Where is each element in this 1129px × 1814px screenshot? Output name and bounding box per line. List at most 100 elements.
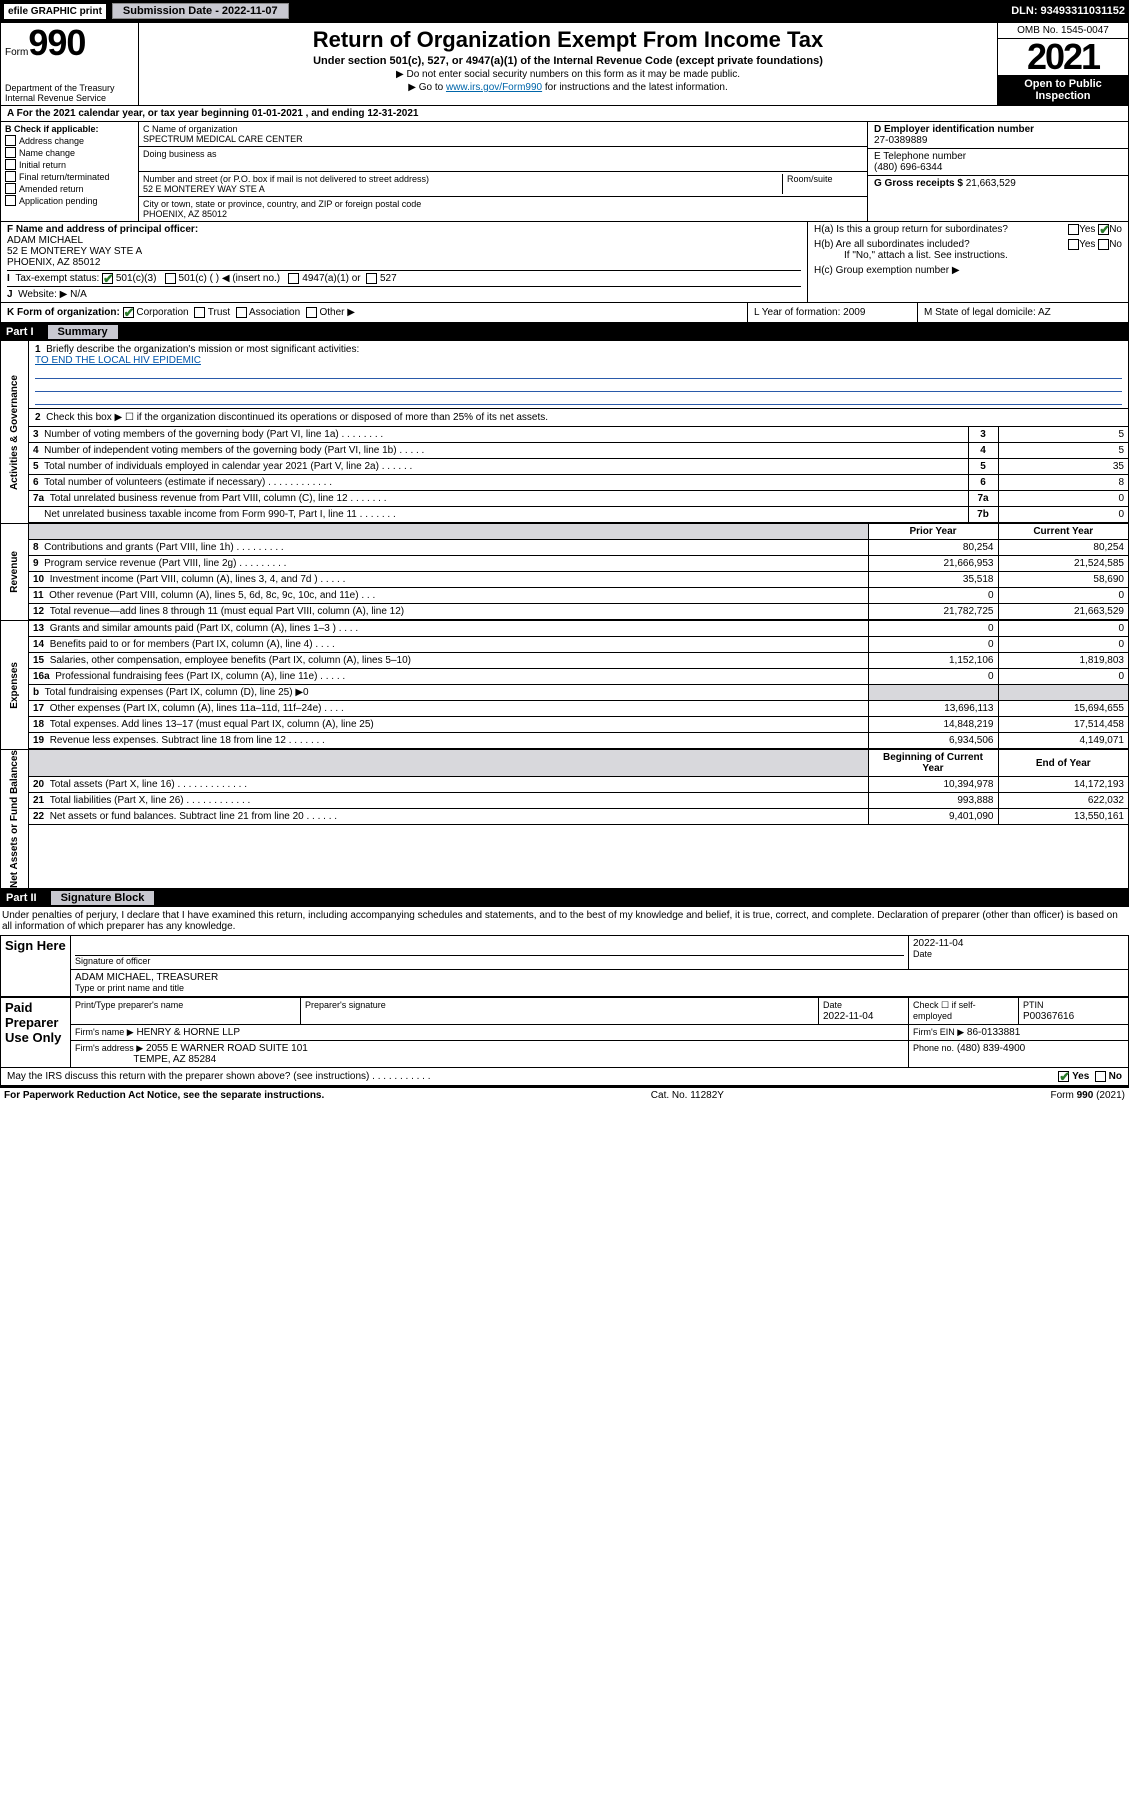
vtab-net-text: Net Assets or Fund Balances [9, 750, 20, 888]
t: Contributions and grants (Part VIII, lin… [44, 542, 284, 553]
lbl-name-change: Name change [19, 148, 75, 158]
c: 58,690 [998, 572, 1128, 588]
chk-assoc[interactable] [236, 307, 247, 318]
p: 0 [868, 588, 998, 604]
top-bar: efile GRAPHIC print Submission Date - 20… [0, 0, 1129, 22]
lbl-initial-return: Initial return [19, 160, 66, 170]
table-row: 7a Total unrelated business revenue from… [29, 491, 1128, 507]
pp-check-label: Check ☐ if self-employed [913, 1000, 976, 1021]
chk-other[interactable] [306, 307, 317, 318]
col-b-checkboxes: B Check if applicable: Address change Na… [1, 122, 139, 221]
chk-hb-no[interactable] [1098, 239, 1109, 250]
table-row: 3 Number of voting members of the govern… [29, 427, 1128, 443]
lbl-address-change: Address change [19, 136, 84, 146]
chk-name-change[interactable] [5, 147, 16, 158]
cell-k: K Form of organization: Corporation Trus… [1, 303, 748, 322]
rn: 4 [968, 443, 998, 459]
gross-value: 21,663,529 [966, 178, 1016, 189]
street-label: Number and street (or P.O. box if mail i… [143, 174, 778, 184]
rn: 6 [968, 475, 998, 491]
ptin-value: P00367616 [1023, 1011, 1074, 1022]
n: 21 [33, 795, 44, 806]
instructions-link[interactable]: www.irs.gov/Form990 [446, 82, 542, 93]
chk-corp[interactable] [123, 307, 134, 318]
t: Investment income (Part VIII, column (A)… [50, 574, 346, 585]
pp-date-label: Date [823, 1000, 842, 1010]
table-row: 9 Program service revenue (Part VIII, li… [29, 556, 1128, 572]
table-row: 17 Other expenses (Part IX, column (A), … [29, 701, 1128, 717]
chk-irs-yes[interactable] [1058, 1071, 1069, 1082]
n: 17 [33, 703, 44, 714]
p: 1,152,106 [868, 653, 998, 669]
p: 35,518 [868, 572, 998, 588]
form-word: Form [5, 47, 28, 58]
firm-addr2: TEMPE, AZ 85284 [133, 1054, 216, 1065]
lbl-501c: 501(c) ( ) ◀ (insert no.) [179, 273, 281, 284]
sign-here-table: Sign Here Signature of officer 2022-11-0… [0, 935, 1129, 997]
header-mid: Return of Organization Exempt From Incom… [139, 23, 998, 105]
chk-trust[interactable] [194, 307, 205, 318]
chk-ha-no[interactable] [1098, 224, 1109, 235]
table-row: 11 Other revenue (Part VIII, column (A),… [29, 588, 1128, 604]
mission-text[interactable]: TO END THE LOCAL HIV EPIDEMIC [35, 355, 201, 366]
v: 5 [998, 443, 1128, 459]
section-revenue: Revenue Prior YearCurrent Year 8 Contrib… [0, 524, 1129, 621]
chk-501c[interactable] [165, 273, 176, 284]
t: Other expenses (Part IX, column (A), lin… [50, 703, 344, 714]
chk-4947[interactable] [288, 273, 299, 284]
v: 35 [998, 459, 1128, 475]
section-expenses: Expenses 13 Grants and similar amounts p… [0, 621, 1129, 750]
chk-hb-yes[interactable] [1068, 239, 1079, 250]
table-row: 5 Total number of individuals employed i… [29, 459, 1128, 475]
p: 993,888 [868, 793, 998, 809]
chk-527[interactable] [366, 273, 377, 284]
p [868, 685, 998, 701]
chk-ha-yes[interactable] [1068, 224, 1079, 235]
t: Total number of volunteers (estimate if … [44, 477, 332, 488]
t: Revenue less expenses. Subtract line 18 … [50, 735, 325, 746]
chk-app-pending[interactable] [5, 195, 16, 206]
n: 7a [33, 493, 44, 504]
form-subtitle: Under section 501(c), 527, or 4947(a)(1)… [145, 55, 991, 67]
firm-addr-label: Firm's address ▶ [75, 1043, 143, 1053]
lbl-other: Other ▶ [319, 307, 354, 318]
org-name: SPECTRUM MEDICAL CARE CENTER [143, 134, 863, 144]
ha-yes: Yes [1079, 224, 1095, 235]
p: 0 [868, 637, 998, 653]
p: 10,394,978 [868, 777, 998, 793]
col-c-org-info: C Name of organization SPECTRUM MEDICAL … [139, 122, 868, 221]
form-header: Form990 Department of the Treasury Inter… [0, 22, 1129, 106]
hb-label: H(b) Are all subordinates included? [814, 239, 970, 250]
lbl-app-pending: Application pending [19, 196, 98, 206]
chk-address-change[interactable] [5, 135, 16, 146]
hdr-end: End of Year [998, 750, 1128, 777]
lbl-4947: 4947(a)(1) or [302, 273, 360, 284]
vtab-exp-text: Expenses [9, 662, 20, 709]
chk-irs-no[interactable] [1095, 1071, 1106, 1082]
table-row: 21 Total liabilities (Part X, line 26) .… [29, 793, 1128, 809]
n: 19 [33, 735, 44, 746]
may-irs-row: May the IRS discuss this return with the… [0, 1068, 1129, 1086]
chk-initial-return[interactable] [5, 159, 16, 170]
table-row: 15 Salaries, other compensation, employe… [29, 653, 1128, 669]
part-1-label: Part I [6, 326, 34, 338]
chk-amended[interactable] [5, 183, 16, 194]
gross-label: G Gross receipts $ [874, 178, 963, 189]
section-net-assets: Net Assets or Fund Balances Beginning of… [0, 750, 1129, 889]
c: 0 [998, 621, 1128, 637]
c: 21,524,585 [998, 556, 1128, 572]
c: 0 [998, 669, 1128, 685]
part-2-header: Part II Signature Block [0, 889, 1129, 907]
t: Net unrelated business taxable income fr… [44, 509, 396, 520]
hc-label: H(c) Group exemption number ▶ [814, 265, 1122, 276]
form-number: 990 [28, 22, 85, 63]
chk-final-return[interactable] [5, 171, 16, 182]
chk-501c3[interactable] [102, 273, 113, 284]
firm-name-label: Firm's name ▶ [75, 1027, 134, 1037]
efile-label: efile GRAPHIC print [4, 4, 106, 19]
c: 21,663,529 [998, 604, 1128, 620]
firm-name: HENRY & HORNE LLP [136, 1027, 240, 1038]
t: Total revenue—add lines 8 through 11 (mu… [50, 606, 404, 617]
submission-date-button[interactable]: Submission Date - 2022-11-07 [112, 3, 289, 19]
instr-1: ▶ Do not enter social security numbers o… [145, 69, 991, 80]
